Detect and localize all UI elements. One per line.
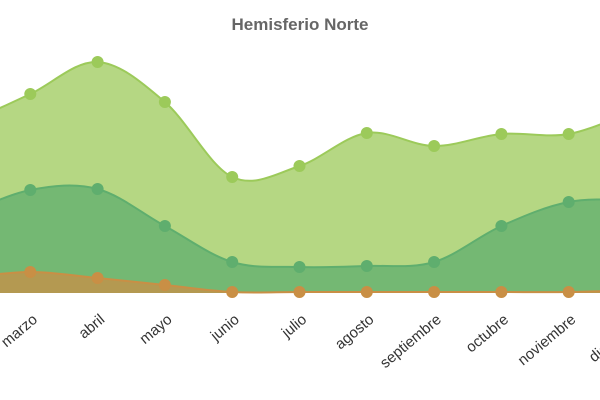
x-tick-label: marzo xyxy=(0,311,41,351)
point xyxy=(293,160,306,172)
x-tick-label: octubre xyxy=(463,311,512,356)
point xyxy=(226,256,239,268)
point xyxy=(360,286,373,298)
point xyxy=(293,261,306,273)
x-tick-label: mayo xyxy=(136,311,175,348)
x-tick-label: septiembre xyxy=(377,311,445,372)
point xyxy=(24,184,37,196)
point xyxy=(24,88,37,100)
point xyxy=(428,256,441,268)
point xyxy=(428,140,441,152)
point xyxy=(495,286,508,298)
point xyxy=(562,128,575,140)
point xyxy=(495,220,508,232)
chart-title: Hemisferio Norte xyxy=(232,15,369,34)
point xyxy=(495,128,508,140)
point xyxy=(226,171,239,183)
point xyxy=(158,220,171,232)
point xyxy=(226,286,239,298)
point xyxy=(428,286,441,298)
x-tick-label: abril xyxy=(76,311,109,342)
point xyxy=(24,266,37,278)
point xyxy=(360,127,373,139)
x-tick-label: agosto xyxy=(332,311,377,353)
x-tick-label: junio xyxy=(207,311,243,345)
point xyxy=(293,286,306,298)
area xyxy=(0,185,600,293)
area xyxy=(0,272,600,293)
point xyxy=(91,56,104,68)
point xyxy=(91,272,104,284)
point xyxy=(158,279,171,291)
x-tick-label: noviembre xyxy=(515,311,580,369)
point xyxy=(158,96,171,108)
point xyxy=(91,183,104,195)
x-tick-label: julio xyxy=(278,311,310,342)
point xyxy=(562,286,575,298)
point xyxy=(360,260,373,272)
point xyxy=(562,196,575,208)
x-tick-label: diciembre xyxy=(586,311,600,366)
